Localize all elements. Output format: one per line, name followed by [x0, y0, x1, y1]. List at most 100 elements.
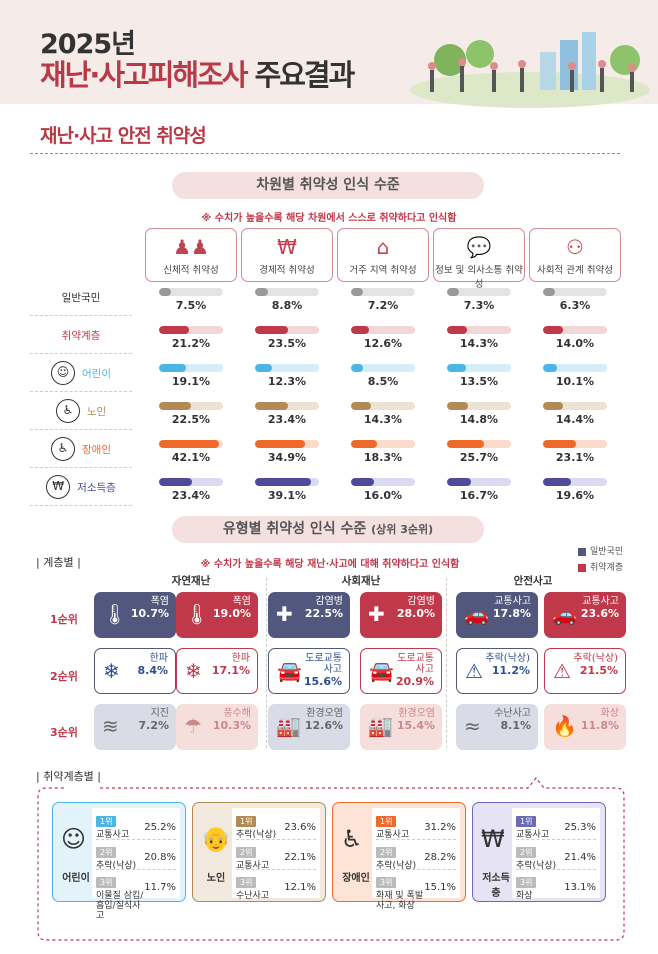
- bar-track: [159, 440, 223, 448]
- bar-track: [159, 288, 223, 296]
- type-cell-value: 28.0%: [396, 607, 435, 620]
- card-rank-row: 1위 교통사고 25.3%: [516, 809, 596, 840]
- network-icon: ⚇: [566, 235, 584, 259]
- row-separator: [30, 467, 132, 468]
- type-cell-value: 15.6%: [303, 675, 342, 688]
- type-cell: ⚠ 추락(낙상) 21.5%: [544, 648, 626, 694]
- bar-fill: [159, 364, 187, 372]
- type-cell: ❄ 한파 8.4%: [94, 648, 176, 694]
- bar-value: 19.6%: [555, 489, 595, 502]
- bar-value: 16.0%: [363, 489, 403, 502]
- type-cell: 🔥 화상 11.8%: [544, 704, 626, 750]
- rank-item-value: 25.3%: [564, 822, 596, 833]
- bar-value: 23.1%: [555, 451, 595, 464]
- section-title: 재난·사고 안전 취약성: [40, 125, 207, 147]
- dimension-pill: 차원별 취약성 인식 수준: [172, 172, 484, 199]
- bar-fill: [447, 288, 459, 296]
- type-pill: 유형별 취약성 인식 수준 (상위 3순위): [172, 516, 484, 543]
- type-cell-value: 17.1%: [211, 664, 250, 677]
- bar-value: 7.2%: [367, 299, 399, 312]
- rank-item-value: 11.7%: [144, 882, 176, 893]
- type-cell-value: 8.4%: [137, 664, 168, 677]
- bar-track: [351, 288, 415, 296]
- bar-track: [255, 402, 319, 410]
- rank-3-label: 3순위: [50, 726, 78, 739]
- rank-badge: 3위: [236, 877, 257, 888]
- rank-item-value: 12.1%: [284, 882, 316, 893]
- type-cell: 🌡 폭염 10.7%: [94, 592, 176, 638]
- bar-track: [447, 326, 511, 334]
- rank-item-name: 수난사고: [236, 891, 270, 901]
- rank-item-name: 교통사고: [376, 830, 410, 840]
- rank-1-label: 1순위: [50, 613, 78, 626]
- bar-track: [159, 478, 223, 486]
- type-cell-name: 폭염: [150, 596, 169, 607]
- vulnerable-card: ☺ 어린이 1위 교통사고 25.2% 2위 추락(낙상) 20.8% 3위 이물질 삼킴/흡입/…: [52, 802, 186, 921]
- drowning-icon: ≈: [464, 714, 481, 738]
- bar-track: [447, 402, 511, 410]
- type-cell: ☂ 풍수해 10.3%: [176, 704, 258, 750]
- type-cell: 🚘 도로교통 사고 20.9%: [360, 648, 442, 694]
- factory-icon: 🏭: [276, 714, 301, 738]
- rank-item-value: 25.2%: [144, 822, 176, 833]
- bar-track: [159, 402, 223, 410]
- type-cell-name: 폭염: [232, 596, 251, 607]
- type-cell-value: 19.0%: [212, 607, 251, 620]
- card-rank-row: 3위 이물질 삼킴/흡입/질식사고 11.7%: [96, 869, 176, 921]
- rank-badge: 2위: [96, 847, 117, 858]
- type-cell-value: 10.3%: [212, 719, 251, 732]
- vulnerable-group-label: | 취약계층별 |: [36, 770, 102, 783]
- rank-item-value: 13.1%: [564, 882, 596, 893]
- card-rank-row: 2위 추락(낙상) 21.4%: [516, 839, 596, 871]
- type-cell-value: 21.5%: [579, 664, 618, 677]
- rank-badge: 3위: [376, 877, 397, 888]
- bar-fill: [351, 440, 378, 448]
- report-year: 2025년: [40, 29, 136, 60]
- road-accident-icon: 🚘: [277, 659, 302, 683]
- row-label-1: 일반국민: [30, 281, 132, 313]
- bar-track: [351, 326, 415, 334]
- thermometer-icon: 🌡: [102, 602, 128, 626]
- burn-icon: 🔥: [552, 714, 577, 738]
- row-separator: [30, 505, 132, 506]
- bar-fill: [255, 326, 289, 334]
- row-label-text: 저소득층: [77, 481, 116, 494]
- callout-frame: [37, 777, 625, 941]
- bar-track: [255, 364, 319, 372]
- card-group-name: 어린이: [62, 873, 90, 884]
- type-cell-value: 12.6%: [304, 719, 343, 732]
- dimension-column-5: ⚇ 사회적 관계 취약성: [529, 228, 621, 282]
- type-cell: 🚗 교통사고 17.8%: [456, 592, 538, 638]
- dimension-note: ※ 수치가 높을수록 해당 차원에서 스스로 취약하다고 인식함: [201, 213, 457, 224]
- group-natural: 자연재난: [171, 575, 211, 587]
- dimension-column-label: 경제적 취약성: [259, 265, 315, 276]
- bar-track: [255, 288, 319, 296]
- rank-item-name: 추락(낙상): [376, 861, 417, 871]
- rank-item-name: 추락(낙상): [516, 861, 557, 871]
- bar-fill: [543, 478, 571, 486]
- fall-icon: ⚠: [465, 659, 483, 683]
- bar-fill: [447, 478, 471, 486]
- type-cell-name: 도로교통 사고: [305, 653, 342, 675]
- bar-fill: [255, 364, 273, 372]
- type-cell-name: 수난사고: [494, 708, 531, 719]
- bar-fill: [543, 440, 576, 448]
- bar-fill: [255, 440, 305, 448]
- bar-fill: [159, 402, 191, 410]
- bar-fill: [543, 364, 558, 372]
- bar-track: [351, 364, 415, 372]
- row-label-2: 취약계층: [30, 319, 132, 351]
- thermometer-icon: 🌡: [184, 602, 210, 626]
- bar-value: 23.4%: [267, 413, 307, 426]
- type-cell: ≋ 지진 7.2%: [94, 704, 176, 750]
- rank-badge: 1위: [376, 816, 397, 827]
- rank-badge: 1위: [236, 816, 257, 827]
- bar-value: 18.3%: [363, 451, 403, 464]
- bar-fill: [543, 402, 564, 410]
- rank-item-name: 교통사고: [516, 830, 550, 840]
- type-cell-value: 8.1%: [500, 719, 531, 732]
- bar-fill: [447, 402, 469, 410]
- card-rank-row: 3위 화재 및 폭발사고, 화상 15.1%: [376, 869, 456, 911]
- bar-fill: [351, 288, 363, 296]
